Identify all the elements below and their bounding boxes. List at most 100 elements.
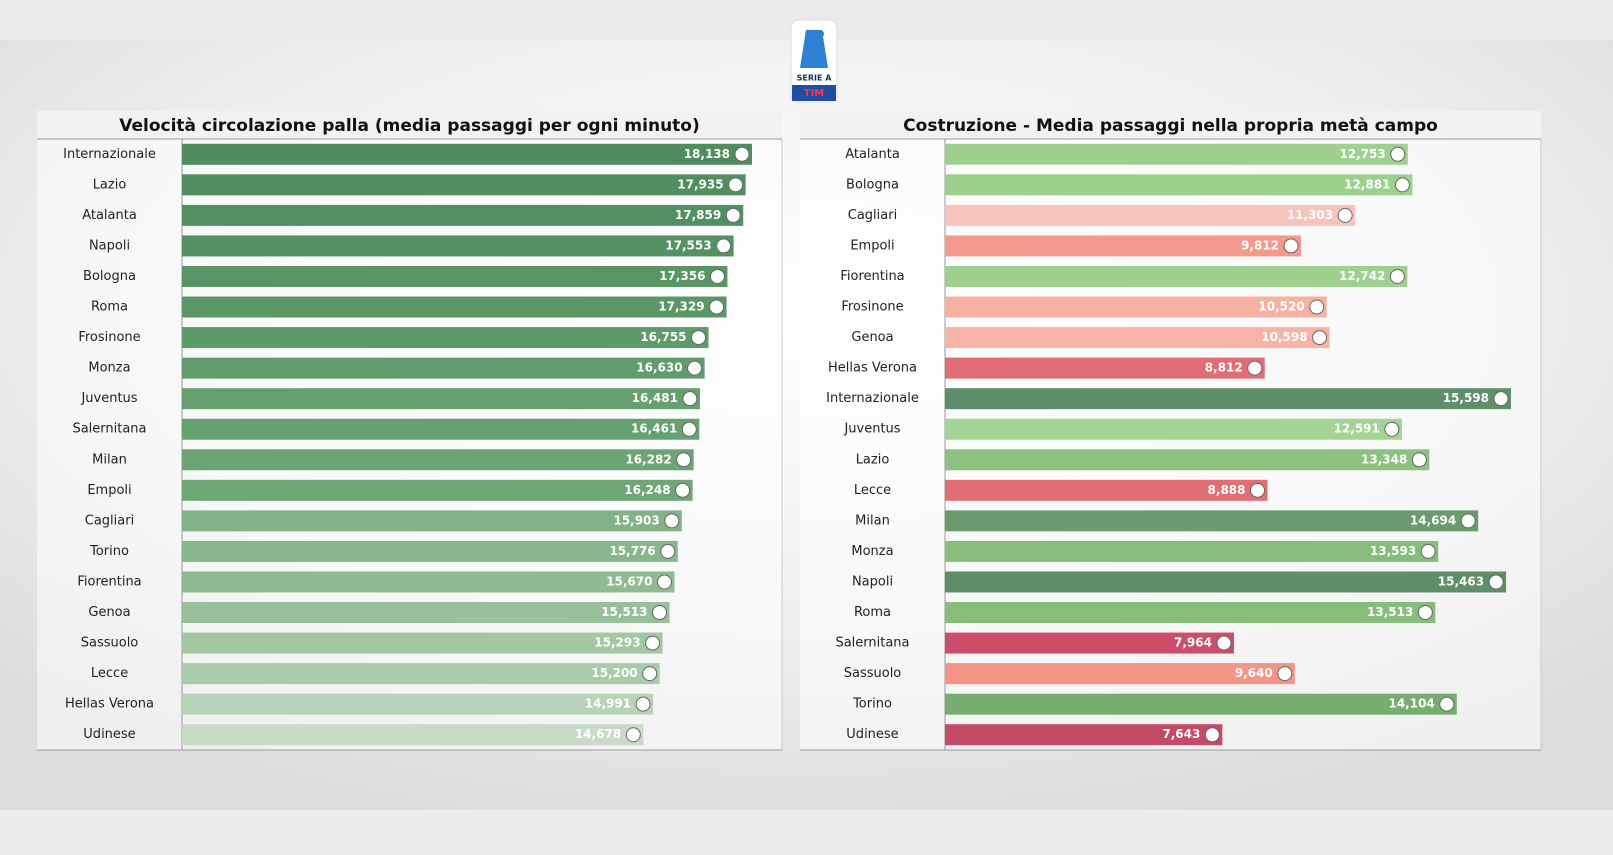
category-label: Lazio	[93, 177, 127, 192]
crest	[1460, 513, 1476, 529]
bar	[945, 571, 1507, 593]
category-label: Internazionale	[826, 391, 919, 406]
value-label: 13,513	[1367, 605, 1413, 619]
category-label: Bologna	[846, 177, 899, 192]
crest	[1337, 207, 1353, 223]
crest	[681, 421, 697, 437]
category-label: Empoli	[87, 483, 131, 498]
bar	[182, 418, 700, 440]
category-label: Atalanta	[82, 208, 137, 223]
crest	[1309, 299, 1325, 315]
value-label: 17,553	[665, 238, 711, 252]
bar	[945, 602, 1436, 624]
crest	[656, 574, 672, 590]
bar	[945, 418, 1402, 440]
category-label: Hellas Verona	[65, 697, 154, 712]
value-label: 15,463	[1438, 574, 1484, 588]
bar	[945, 143, 1408, 165]
crest	[1312, 330, 1328, 346]
category-label: Salernitana	[72, 422, 146, 437]
crest	[642, 666, 658, 682]
category-label: Sassuolo	[81, 636, 139, 651]
bar	[945, 357, 1265, 379]
crest	[687, 360, 703, 376]
bar	[945, 663, 1295, 685]
bar	[945, 510, 1479, 532]
chart-title: Costruzione - Media passaggi nella propr…	[903, 116, 1438, 136]
bar	[182, 693, 654, 715]
crest	[1394, 177, 1410, 193]
title-bar	[37, 111, 782, 139]
category-label: Frosinone	[841, 300, 903, 315]
bar	[182, 174, 746, 196]
category-label: Genoa	[851, 330, 893, 345]
bar	[182, 143, 752, 165]
category-label: Cagliari	[85, 513, 134, 528]
crest	[716, 238, 732, 254]
category-label: Roma	[91, 300, 128, 315]
bar	[182, 479, 693, 501]
value-label: 10,598	[1261, 330, 1307, 344]
crest	[625, 727, 641, 743]
value-label: 7,964	[1174, 636, 1212, 650]
crest	[1283, 238, 1299, 254]
value-label: 8,888	[1208, 483, 1246, 497]
category-label: Cagliari	[848, 208, 897, 223]
value-label: 14,104	[1388, 697, 1434, 711]
bar	[182, 327, 709, 349]
bar	[945, 235, 1302, 257]
bar	[945, 174, 1413, 196]
value-label: 12,753	[1339, 147, 1385, 161]
value-label: 14,991	[585, 697, 631, 711]
bar	[945, 479, 1268, 501]
bar	[182, 265, 728, 287]
bar	[182, 724, 644, 746]
value-label: 17,356	[659, 269, 705, 283]
value-label: 15,513	[601, 605, 647, 619]
value-label: 9,812	[1241, 238, 1279, 252]
category-label: Napoli	[89, 238, 130, 253]
value-label: 14,678	[575, 727, 621, 741]
crest	[1216, 635, 1232, 651]
category-label: Lecce	[91, 666, 128, 681]
bar	[182, 449, 694, 471]
bar	[182, 388, 700, 410]
bar	[182, 357, 705, 379]
category-label: Bologna	[83, 269, 136, 284]
crest	[691, 330, 707, 346]
bar	[182, 571, 675, 593]
bar	[182, 632, 663, 654]
bar	[945, 388, 1511, 410]
title-bar	[800, 111, 1541, 139]
category-label: Udinese	[83, 727, 135, 742]
crest	[1493, 391, 1509, 407]
value-label: 12,881	[1344, 177, 1390, 191]
value-label: 16,461	[631, 422, 677, 436]
value-label: 13,593	[1370, 544, 1416, 558]
crest	[709, 268, 725, 284]
value-label: 15,670	[606, 574, 652, 588]
bar	[945, 724, 1223, 746]
category-label: Sassuolo	[844, 666, 902, 681]
bar	[182, 510, 682, 532]
value-label: 16,481	[632, 391, 678, 405]
crest	[1411, 452, 1427, 468]
value-label: 17,329	[658, 300, 704, 314]
category-label: Frosinone	[78, 330, 140, 345]
category-label: Milan	[855, 513, 890, 528]
category-label: Udinese	[846, 727, 898, 742]
category-label: Juventus	[80, 391, 137, 406]
value-label: 9,640	[1235, 666, 1273, 680]
category-label: Juventus	[843, 422, 900, 437]
bar	[945, 327, 1330, 349]
bar	[945, 632, 1234, 654]
value-label: 14,694	[1410, 513, 1456, 527]
value-label: 16,282	[625, 452, 671, 466]
category-label: Lecce	[854, 483, 891, 498]
bar	[945, 296, 1327, 318]
category-label: Monza	[88, 361, 130, 376]
crest	[1389, 268, 1405, 284]
crest	[1247, 360, 1263, 376]
logo-text: SERIE A	[797, 74, 833, 83]
value-label: 16,755	[640, 330, 686, 344]
